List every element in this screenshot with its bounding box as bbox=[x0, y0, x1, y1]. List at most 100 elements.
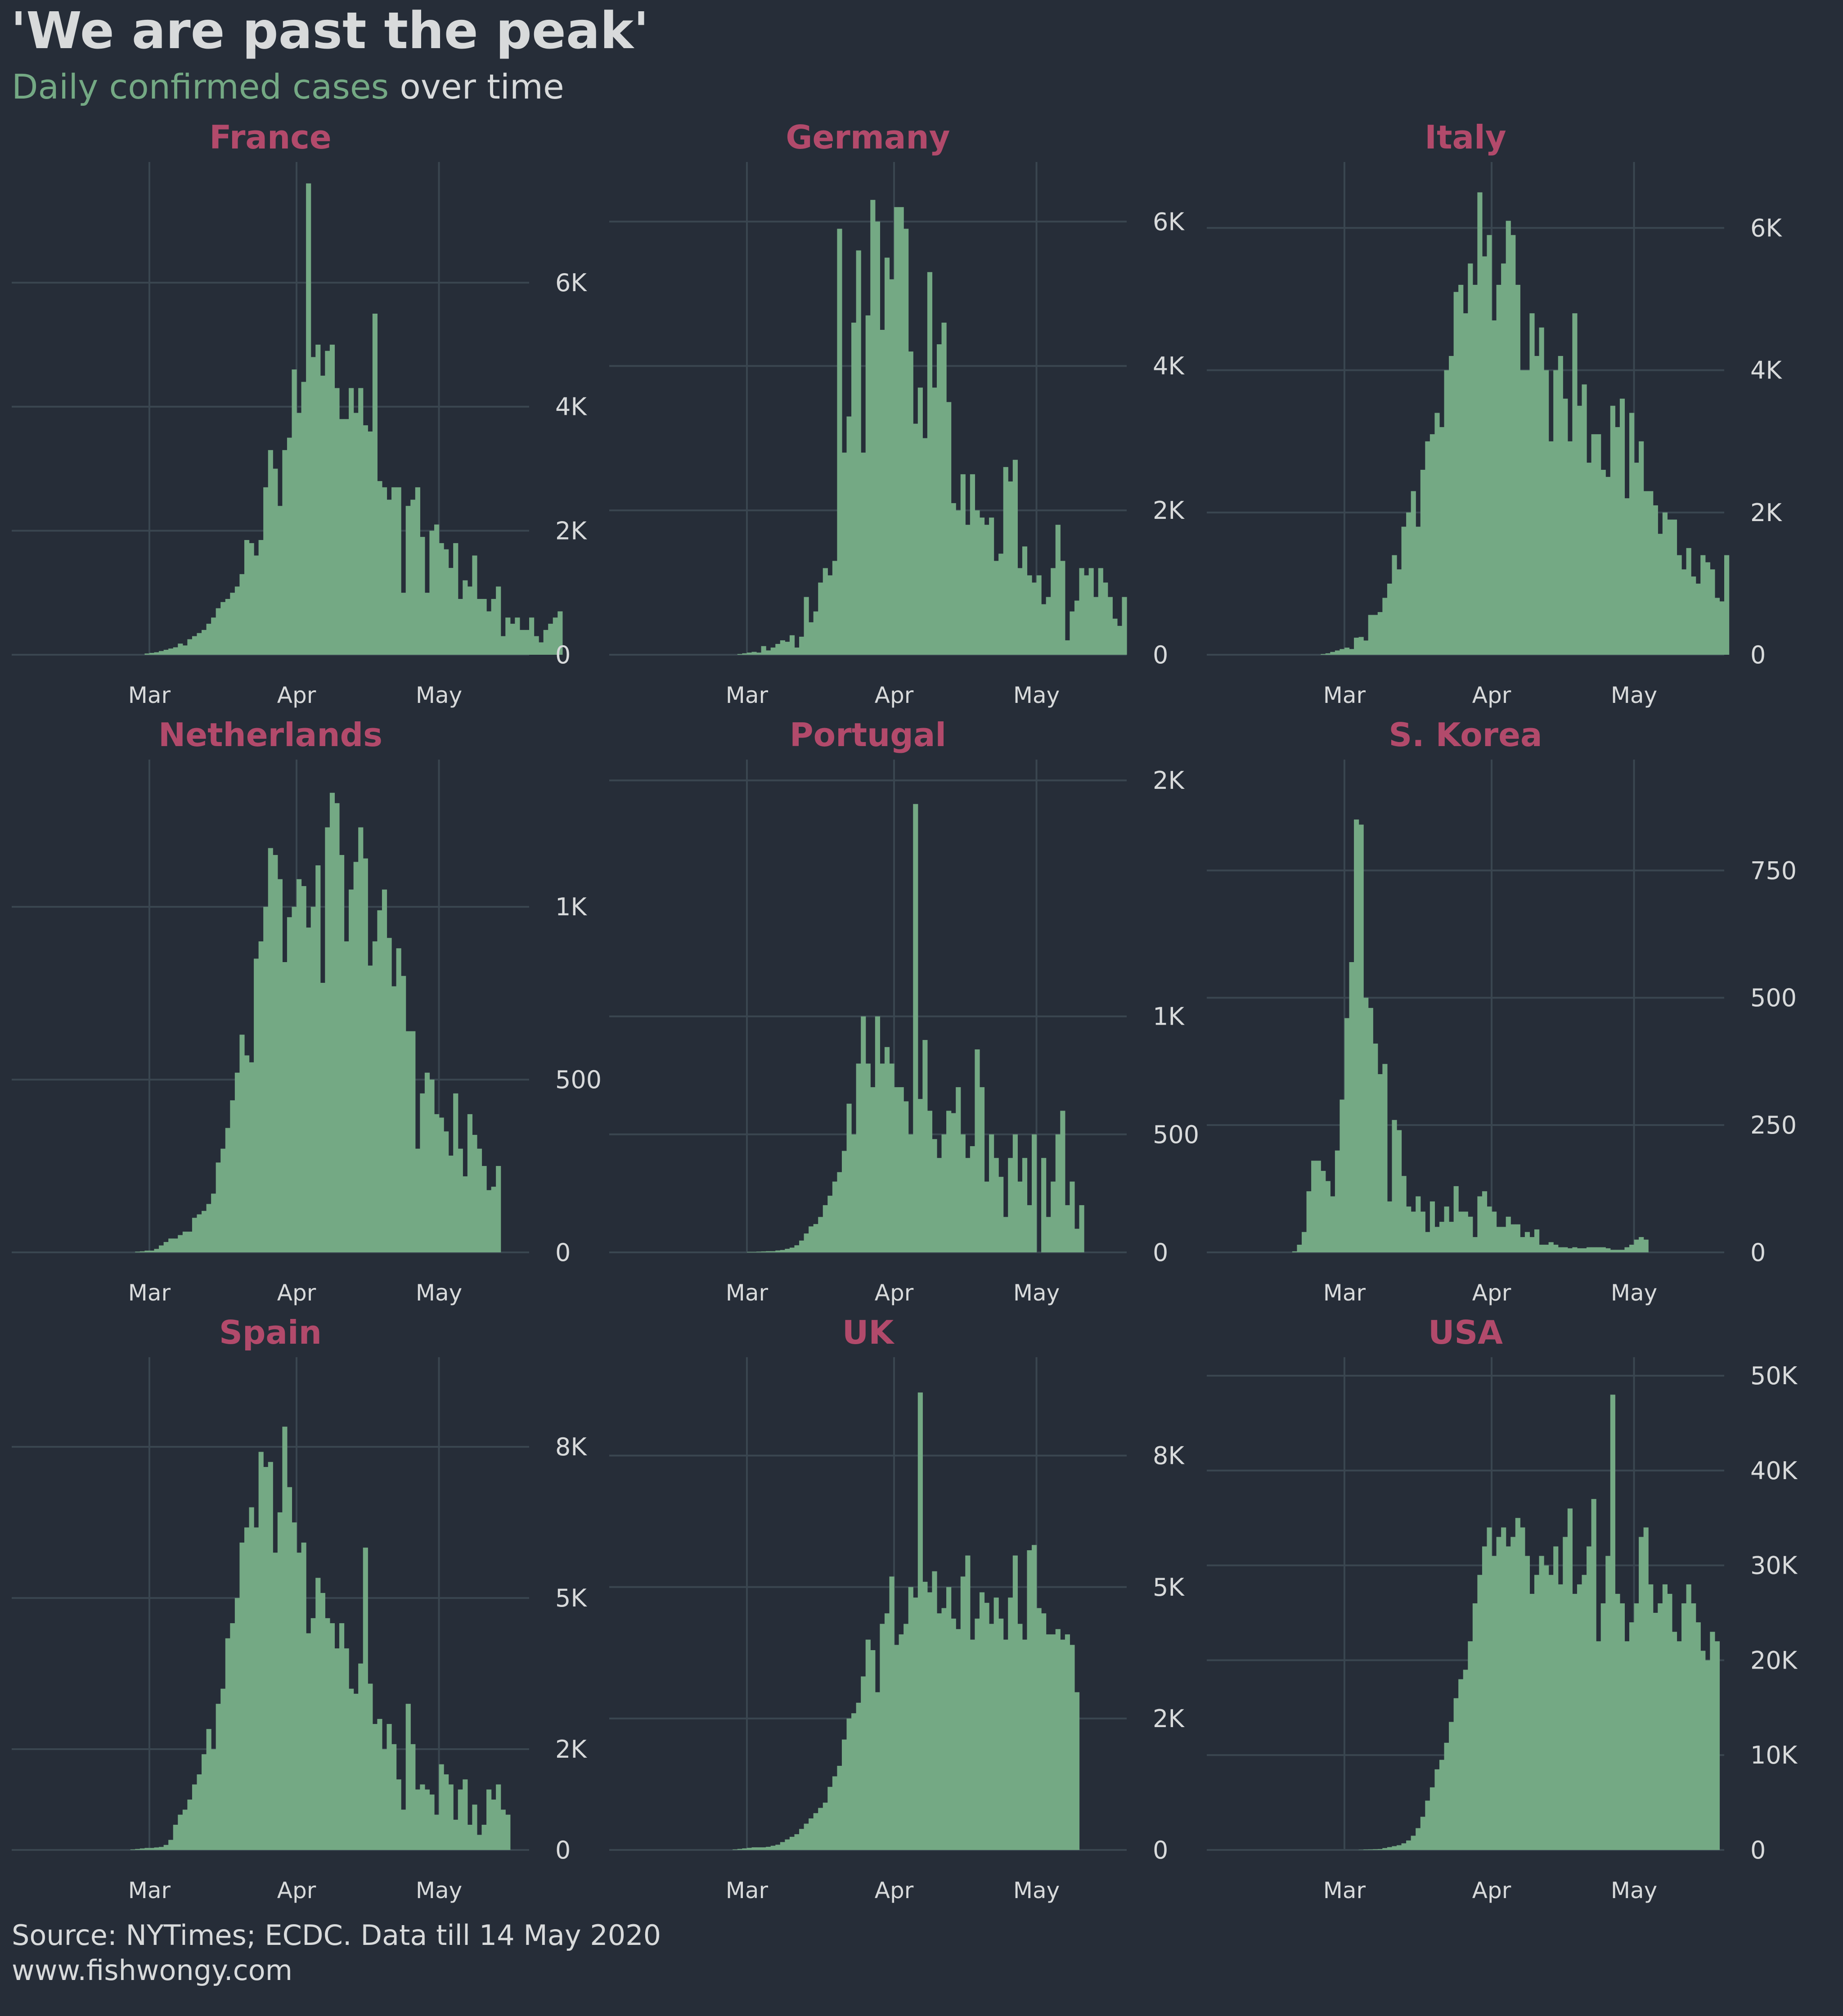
bar bbox=[880, 1624, 885, 1850]
bar bbox=[1382, 598, 1388, 655]
bar bbox=[875, 1016, 880, 1252]
bar bbox=[1041, 1613, 1047, 1850]
bar bbox=[1449, 356, 1454, 655]
bar bbox=[1544, 1565, 1549, 1850]
bar bbox=[301, 1542, 306, 1850]
bar bbox=[396, 1779, 401, 1850]
y-tick-label: 50K bbox=[1750, 1362, 1798, 1390]
bar bbox=[287, 437, 292, 655]
x-tick-label: Apr bbox=[875, 682, 914, 708]
bar bbox=[1027, 575, 1032, 655]
bar bbox=[1477, 1575, 1483, 1850]
bar bbox=[1429, 1787, 1435, 1850]
bar bbox=[989, 1134, 994, 1252]
bar bbox=[1482, 256, 1488, 655]
y-tick-label: 8K bbox=[1153, 1442, 1185, 1470]
bar bbox=[1022, 546, 1028, 655]
bar bbox=[306, 183, 311, 655]
bar bbox=[804, 597, 809, 655]
bar bbox=[946, 1111, 952, 1252]
bar bbox=[1093, 597, 1099, 655]
bar bbox=[851, 1713, 857, 1850]
bar bbox=[894, 1087, 899, 1252]
bar bbox=[505, 617, 511, 655]
bar bbox=[956, 1629, 961, 1850]
bar bbox=[334, 1648, 340, 1850]
bar bbox=[975, 1049, 980, 1252]
bar bbox=[139, 1848, 145, 1850]
bar bbox=[173, 647, 178, 655]
bar bbox=[1686, 1584, 1691, 1850]
bar bbox=[1397, 1845, 1402, 1850]
bar bbox=[382, 889, 387, 1252]
bar bbox=[789, 1247, 795, 1252]
bar bbox=[1639, 1237, 1644, 1252]
bar bbox=[1377, 1849, 1383, 1850]
bar bbox=[387, 1724, 392, 1850]
bar bbox=[846, 416, 852, 655]
bar bbox=[1444, 1742, 1449, 1850]
bar bbox=[1639, 1537, 1644, 1850]
bar bbox=[917, 1099, 923, 1252]
bar bbox=[444, 1131, 449, 1252]
bar bbox=[922, 1040, 928, 1252]
bar bbox=[1458, 284, 1464, 655]
bar bbox=[444, 1774, 449, 1850]
bar bbox=[1439, 1222, 1445, 1252]
bar bbox=[1529, 313, 1535, 655]
bar bbox=[334, 388, 340, 655]
panel-usa: USA 0 10K 20K 30K 40K 50K Mar Apr May bbox=[1207, 1314, 1798, 1904]
bar bbox=[273, 468, 278, 655]
bar bbox=[1510, 235, 1516, 655]
bar bbox=[320, 1593, 325, 1850]
y-tick-label: 30K bbox=[1750, 1552, 1798, 1580]
bar bbox=[144, 1251, 150, 1252]
bar bbox=[751, 652, 757, 655]
bar bbox=[486, 1190, 492, 1252]
bar bbox=[884, 1613, 890, 1850]
x-tick-label: Mar bbox=[726, 1280, 769, 1306]
bar bbox=[1084, 575, 1089, 655]
bar bbox=[1397, 569, 1402, 655]
bar bbox=[377, 481, 382, 655]
bar bbox=[827, 1196, 833, 1252]
bar bbox=[1311, 1161, 1317, 1252]
bar bbox=[1382, 1848, 1388, 1850]
bar bbox=[1492, 1211, 1497, 1252]
bar bbox=[1582, 1575, 1587, 1850]
chart-subtitle: Daily confirmed cases over time bbox=[12, 67, 564, 107]
bar bbox=[472, 1804, 477, 1850]
bar bbox=[500, 636, 506, 655]
bar bbox=[1591, 1247, 1596, 1252]
bar bbox=[339, 419, 345, 655]
bar bbox=[1615, 1250, 1620, 1252]
bar bbox=[315, 1578, 321, 1850]
bar bbox=[1401, 526, 1407, 655]
bar bbox=[163, 1845, 169, 1850]
bar bbox=[1325, 1181, 1331, 1252]
bar bbox=[211, 1193, 216, 1252]
bar bbox=[1524, 1232, 1530, 1252]
bar bbox=[751, 1847, 757, 1850]
bar bbox=[1539, 1245, 1544, 1252]
bar bbox=[1458, 1679, 1464, 1850]
bar bbox=[401, 1809, 406, 1850]
bar bbox=[1520, 1527, 1525, 1850]
bar bbox=[263, 907, 269, 1252]
bar bbox=[1619, 398, 1625, 655]
bar bbox=[472, 555, 477, 655]
bar bbox=[894, 1645, 899, 1850]
bar bbox=[1065, 1205, 1070, 1252]
y-tick-label: 1K bbox=[1153, 1003, 1185, 1031]
bar bbox=[491, 1800, 496, 1850]
bar bbox=[1354, 819, 1359, 1252]
x-tick-label: Mar bbox=[1323, 682, 1366, 708]
x-tick-label: Apr bbox=[875, 1280, 914, 1306]
bar bbox=[1572, 1593, 1578, 1850]
bar bbox=[1529, 1237, 1535, 1252]
bar bbox=[476, 1835, 482, 1850]
bar bbox=[1425, 441, 1430, 655]
panel-netherlands: Netherlands 0 500 1K Mar Apr May bbox=[12, 716, 602, 1306]
bar bbox=[1112, 618, 1118, 655]
bar bbox=[1677, 555, 1682, 655]
